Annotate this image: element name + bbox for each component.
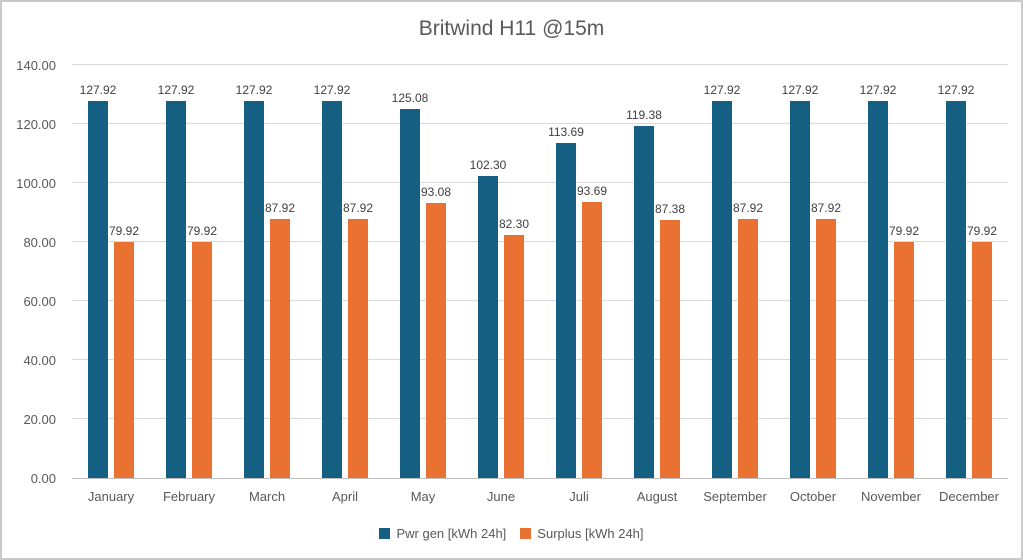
x-axis-category-label: April	[331, 489, 358, 504]
gridline	[72, 182, 1008, 183]
x-axis-category-label: Juli	[569, 489, 589, 504]
bar-value-label: 125.08	[391, 91, 429, 106]
pwr-gen-legend-swatch-icon	[379, 528, 391, 539]
surplus-bar-january	[114, 242, 134, 478]
pwr-gen-bar-february	[166, 100, 186, 478]
pwr-gen-bar-june	[478, 176, 498, 478]
x-axis-category-label: August	[636, 489, 678, 504]
pwr-gen-bar-may	[400, 109, 420, 478]
bar-value-label: 127.92	[313, 82, 351, 97]
x-axis-category-label: September	[703, 489, 767, 504]
bar-value-label: 127.92	[79, 82, 117, 97]
bar-value-label: 113.69	[548, 124, 584, 139]
x-axis-category-label: June	[486, 489, 516, 504]
bar-value-label: 127.92	[781, 82, 819, 97]
y-axis-tick-label: 60.00	[23, 294, 56, 309]
data-labels-layer: 127.92 79.92 127.92 79.92 127.92 87.92 127.92 8…	[72, 66, 1008, 478]
bar-value-label: 119.38	[626, 107, 662, 122]
y-axis-tick-label: 40.00	[23, 353, 56, 368]
y-axis: 0.00 20.00 40.00 60.00 80.00 100.00 120.00 140.…	[2, 58, 64, 486]
gridline	[72, 241, 1008, 242]
bar-value-label: 127.92	[937, 82, 975, 97]
pwr-gen-bar-december	[946, 100, 966, 478]
bar-value-label: 127.92	[703, 82, 741, 97]
gridline	[72, 123, 1008, 124]
bar-value-label: 102.30	[469, 158, 507, 173]
pwr-gen-bar-august	[634, 125, 654, 478]
x-axis-category-label: May	[410, 489, 436, 504]
y-axis-tick-label: 140.00	[16, 58, 56, 73]
pwr-gen-bar-october	[790, 100, 810, 478]
bar-value-label: 93.69	[576, 183, 608, 198]
pwr-gen-bar-september	[712, 100, 732, 478]
gridline	[72, 300, 1008, 301]
bar-value-label: 93.08	[420, 185, 452, 200]
x-axis-category-label: November	[861, 489, 921, 504]
bar-value-label: 127.92	[859, 82, 897, 97]
bar-value-label: 87.92	[264, 200, 296, 215]
bar-value-label: 82.30	[498, 217, 530, 232]
surplus-bar-june	[504, 235, 524, 478]
bar-value-label: 87.92	[732, 200, 764, 215]
bar-value-label: 79.92	[186, 224, 218, 239]
pwr-gen-bar-january	[88, 100, 108, 478]
x-axis-category-label: March	[248, 489, 286, 504]
plot-area: 127.92 79.92 127.92 79.92 127.92 87.92 127.92 8…	[72, 64, 1008, 479]
x-axis-category-label: February	[162, 489, 216, 504]
gridline	[72, 418, 1008, 419]
y-axis-tick-label: 100.00	[16, 176, 56, 191]
surplus-bar-november	[894, 242, 914, 478]
y-axis-tick-label: 80.00	[23, 235, 56, 250]
bar-value-label: 79.92	[966, 224, 998, 239]
surplus-bar-juli	[582, 201, 602, 478]
surplus-bar-february	[192, 242, 212, 478]
x-axis-category-label: October	[789, 489, 837, 504]
y-axis-tick-label: 20.00	[23, 412, 56, 427]
bars-layer	[72, 66, 1008, 478]
x-axis-category-label: December	[939, 489, 999, 504]
pwr-gen-bar-april	[322, 100, 342, 478]
legend-item-pwr-gen: Pwr gen [kWh 24h]	[379, 526, 506, 541]
pwr-gen-bar-juli	[556, 142, 576, 478]
surplus-bar-september	[738, 218, 758, 478]
bar-value-label: 87.92	[810, 200, 842, 215]
surplus-bar-october	[816, 218, 836, 478]
bar-value-label: 127.92	[235, 82, 273, 97]
legend-label-pwr-gen: Pwr gen [kWh 24h]	[396, 526, 507, 541]
pwr-gen-bar-march	[244, 100, 264, 478]
pwr-gen-bar-november	[868, 100, 888, 478]
gridlines-layer	[72, 64, 1008, 478]
y-axis-tick-label: 0.00	[30, 471, 56, 486]
gridline	[72, 64, 1008, 65]
surplus-bar-december	[972, 242, 992, 478]
legend: Pwr gen [kWh 24h] Surplus [kWh 24h]	[2, 526, 1021, 541]
bar-value-label: 79.92	[888, 224, 920, 239]
y-axis-tick-label: 120.00	[16, 117, 56, 132]
bar-value-label: 87.38	[654, 202, 686, 217]
surplus-bar-march	[270, 218, 290, 478]
bar-value-label: 127.92	[157, 82, 195, 97]
surplus-legend-swatch-icon	[520, 528, 532, 539]
legend-label-surplus: Surplus [kWh 24h]	[537, 526, 644, 541]
x-axis-category-label: January	[87, 489, 135, 504]
chart-title: Britwind H11 @15m	[418, 17, 605, 40]
surplus-bar-april	[348, 218, 368, 478]
surplus-bar-may	[426, 203, 446, 478]
surplus-bar-august	[660, 220, 680, 478]
gridline	[72, 359, 1008, 360]
bar-value-label: 87.92	[342, 200, 374, 215]
x-axis: January February March April May June Juli Augu…	[72, 489, 1008, 504]
bar-value-label: 79.92	[108, 224, 140, 239]
legend-item-surplus: Surplus [kWh 24h]	[520, 526, 644, 541]
